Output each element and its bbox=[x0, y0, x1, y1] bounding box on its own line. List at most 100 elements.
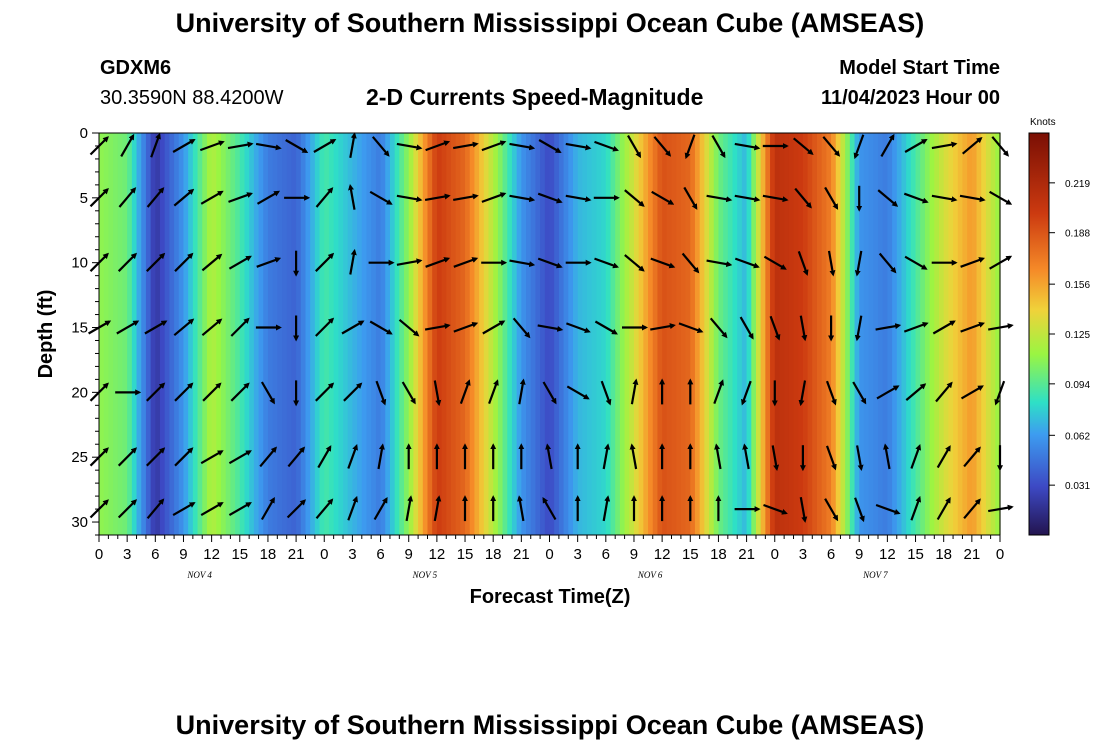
x-tick-label: 21 bbox=[738, 546, 755, 563]
day-label: NOV 4 bbox=[186, 570, 212, 580]
current-arrow bbox=[369, 320, 393, 335]
y-axis: 0 5 10 15 20 25 30 bbox=[71, 125, 99, 536]
current-arrow bbox=[594, 257, 619, 269]
heatmap-cell bbox=[282, 133, 288, 535]
current-arrow bbox=[771, 445, 780, 471]
current-arrow bbox=[369, 190, 393, 205]
y-tick-label: 10 bbox=[71, 255, 88, 272]
heatmap-cell bbox=[840, 133, 846, 535]
current-arrow bbox=[854, 497, 865, 523]
current-arrow bbox=[763, 503, 788, 515]
heatmap-cell bbox=[938, 133, 945, 535]
heatmap-cell bbox=[516, 133, 522, 535]
heatmap-cell bbox=[709, 133, 715, 535]
current-arrow bbox=[565, 142, 592, 151]
current-arrow bbox=[905, 383, 927, 401]
x-tick-label: 21 bbox=[288, 546, 305, 563]
heatmap-cell bbox=[488, 133, 494, 535]
current-arrow bbox=[742, 443, 750, 470]
current-arrow bbox=[600, 380, 612, 406]
heatmap-cell bbox=[150, 133, 156, 535]
current-arrow bbox=[594, 140, 619, 152]
current-arrow bbox=[734, 194, 761, 203]
current-arrow bbox=[936, 445, 951, 469]
current-arrow bbox=[876, 385, 900, 400]
current-arrow bbox=[624, 254, 645, 272]
current-arrow bbox=[347, 444, 358, 469]
colorbar-unit: Knots bbox=[1030, 117, 1056, 128]
x-tick-label: 6 bbox=[827, 546, 835, 563]
y-tick-label: 0 bbox=[80, 125, 88, 142]
heatmap-cell bbox=[272, 133, 278, 535]
current-arrow bbox=[146, 187, 165, 208]
heatmap-cell bbox=[558, 133, 565, 535]
heatmap-cell bbox=[469, 133, 476, 535]
model-start-value: 11/04/2023 Hour 00 bbox=[820, 87, 1000, 109]
heatmap-cell bbox=[333, 133, 339, 535]
heatmap-cell bbox=[849, 133, 856, 535]
current-arrow bbox=[734, 257, 760, 269]
current-arrow bbox=[433, 380, 442, 407]
heatmap-cell bbox=[216, 133, 222, 535]
current-arrow bbox=[678, 322, 704, 334]
colorbar-tick-label: 0.094 bbox=[1065, 380, 1090, 391]
day-label: NOV 7 bbox=[862, 570, 888, 580]
heatmap-cell bbox=[765, 133, 771, 535]
current-arrow bbox=[960, 257, 985, 268]
heatmap-cell bbox=[793, 133, 799, 535]
heatmap-cell bbox=[497, 133, 504, 535]
current-arrow bbox=[260, 381, 275, 405]
heatmap-cell bbox=[235, 133, 241, 535]
y-tick-label: 5 bbox=[80, 190, 88, 207]
current-arrow bbox=[315, 317, 335, 337]
heatmap-cell bbox=[352, 133, 358, 535]
heatmap-cell bbox=[465, 133, 471, 535]
current-arrow bbox=[481, 192, 507, 203]
model-start-label: Model Start Time bbox=[839, 57, 1000, 79]
current-arrow bbox=[904, 255, 928, 270]
current-arrow bbox=[741, 380, 752, 406]
current-arrow bbox=[627, 135, 641, 159]
heatmap-cell bbox=[450, 133, 457, 535]
heatmap-cell bbox=[380, 133, 386, 535]
current-arrow bbox=[629, 443, 638, 470]
colorbar-tick-label: 0.031 bbox=[1065, 481, 1090, 492]
heatmap-cell bbox=[953, 133, 959, 535]
current-arrow bbox=[853, 134, 865, 160]
current-arrow bbox=[150, 132, 161, 158]
heatmap-cell bbox=[502, 133, 508, 535]
current-arrow bbox=[630, 378, 639, 405]
colorbar-tick-label: 0.062 bbox=[1065, 431, 1090, 442]
heatmap-cell bbox=[629, 133, 635, 535]
current-arrow bbox=[681, 252, 700, 274]
current-arrow bbox=[117, 499, 138, 519]
heatmap-cell bbox=[835, 133, 842, 535]
current-arrow bbox=[373, 496, 388, 521]
current-arrow bbox=[824, 186, 839, 210]
current-arrow bbox=[144, 320, 168, 335]
current-arrow bbox=[120, 133, 135, 157]
x-tick-label: 15 bbox=[907, 546, 924, 563]
current-arrow bbox=[910, 444, 922, 469]
heatmap-cell bbox=[652, 133, 659, 535]
current-arrow bbox=[963, 498, 981, 520]
current-arrow bbox=[348, 184, 356, 210]
heatmap-cell bbox=[127, 133, 133, 535]
current-arrow bbox=[792, 137, 814, 155]
heatmap-cell bbox=[577, 133, 583, 535]
x-tick-label: 18 bbox=[935, 546, 952, 563]
current-arrow bbox=[315, 252, 335, 272]
heatmap-cell bbox=[117, 133, 124, 535]
current-arrow bbox=[566, 385, 590, 400]
heatmap-cell bbox=[802, 133, 809, 535]
heatmap-cell bbox=[676, 133, 682, 535]
x-axis: 0 3 6 9 12 15 18 21 0 3 6 9 12 15 18 21 0 3 6 9 12 15 18 21 0 3 6 9… bbox=[95, 535, 1004, 580]
current-arrow bbox=[453, 321, 479, 333]
heatmap-cell bbox=[324, 133, 330, 535]
heatmap-cell bbox=[436, 133, 443, 535]
heatmap-cell bbox=[934, 133, 940, 535]
heatmap-cell bbox=[357, 133, 363, 535]
heatmap-cell bbox=[779, 133, 785, 535]
current-arrow bbox=[482, 320, 506, 335]
